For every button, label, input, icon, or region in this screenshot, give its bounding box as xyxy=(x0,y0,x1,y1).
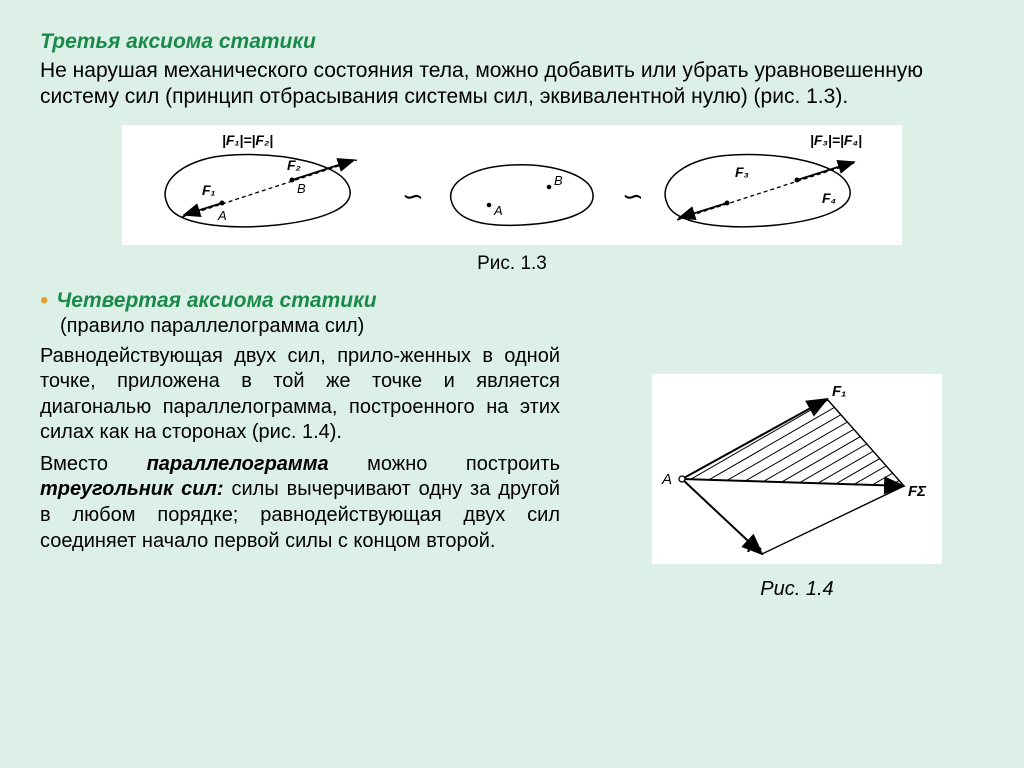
fig2-F1: F₁ xyxy=(832,383,846,400)
fig1-eq1: |F₁|=|F₂| xyxy=(222,132,273,148)
bullet-icon: • xyxy=(40,289,48,313)
figure-1-3: |F₁|=|F₂| F₁ F₂ A B ∽ A B ∽ |F₃|=|F₄| xyxy=(122,125,902,245)
axiom4-subtitle: (правило параллелограмма сил) xyxy=(60,315,984,338)
axiom3-text: Не нарушая механического состояния тела,… xyxy=(40,58,984,111)
fig1-tilde2: ∽ xyxy=(622,181,644,211)
fig1-F2: F₂ xyxy=(287,157,301,173)
figure-1-4: A F₁ F₂ FΣ xyxy=(652,374,942,564)
fig1-B-mid: B xyxy=(554,173,563,188)
fig2-Fs: FΣ xyxy=(908,483,927,500)
fig2-F2: F₂ xyxy=(747,539,762,556)
axiom4-title: Четвертая аксиома статики xyxy=(56,289,376,313)
axiom3-title: Третья аксиома статики xyxy=(40,30,984,54)
fig1-F1: F₁ xyxy=(202,182,216,198)
fig1-eq2: |F₃|=|F₄| xyxy=(810,132,862,148)
fig1-tilde1: ∽ xyxy=(402,181,424,211)
fig1-F3: F₃ xyxy=(735,164,749,180)
figure-1-3-caption: Рис. 1.3 xyxy=(40,253,984,275)
axiom4-p1: Равнодействующая двух сил, прило-женных … xyxy=(40,344,560,446)
fig1-B-left: B xyxy=(297,181,306,196)
fig2-A: A xyxy=(661,471,672,488)
axiom4-p2: Вместо параллелограмма можно построить т… xyxy=(40,452,560,554)
fig1-A-mid: A xyxy=(493,203,503,218)
figure-1-4-caption: Рис. 1.4 xyxy=(760,578,833,601)
fig1-A-left: A xyxy=(217,208,227,223)
axiom4-body: Равнодействующая двух сил, прило-женных … xyxy=(40,344,560,601)
fig1-F4: F₄ xyxy=(822,190,836,206)
